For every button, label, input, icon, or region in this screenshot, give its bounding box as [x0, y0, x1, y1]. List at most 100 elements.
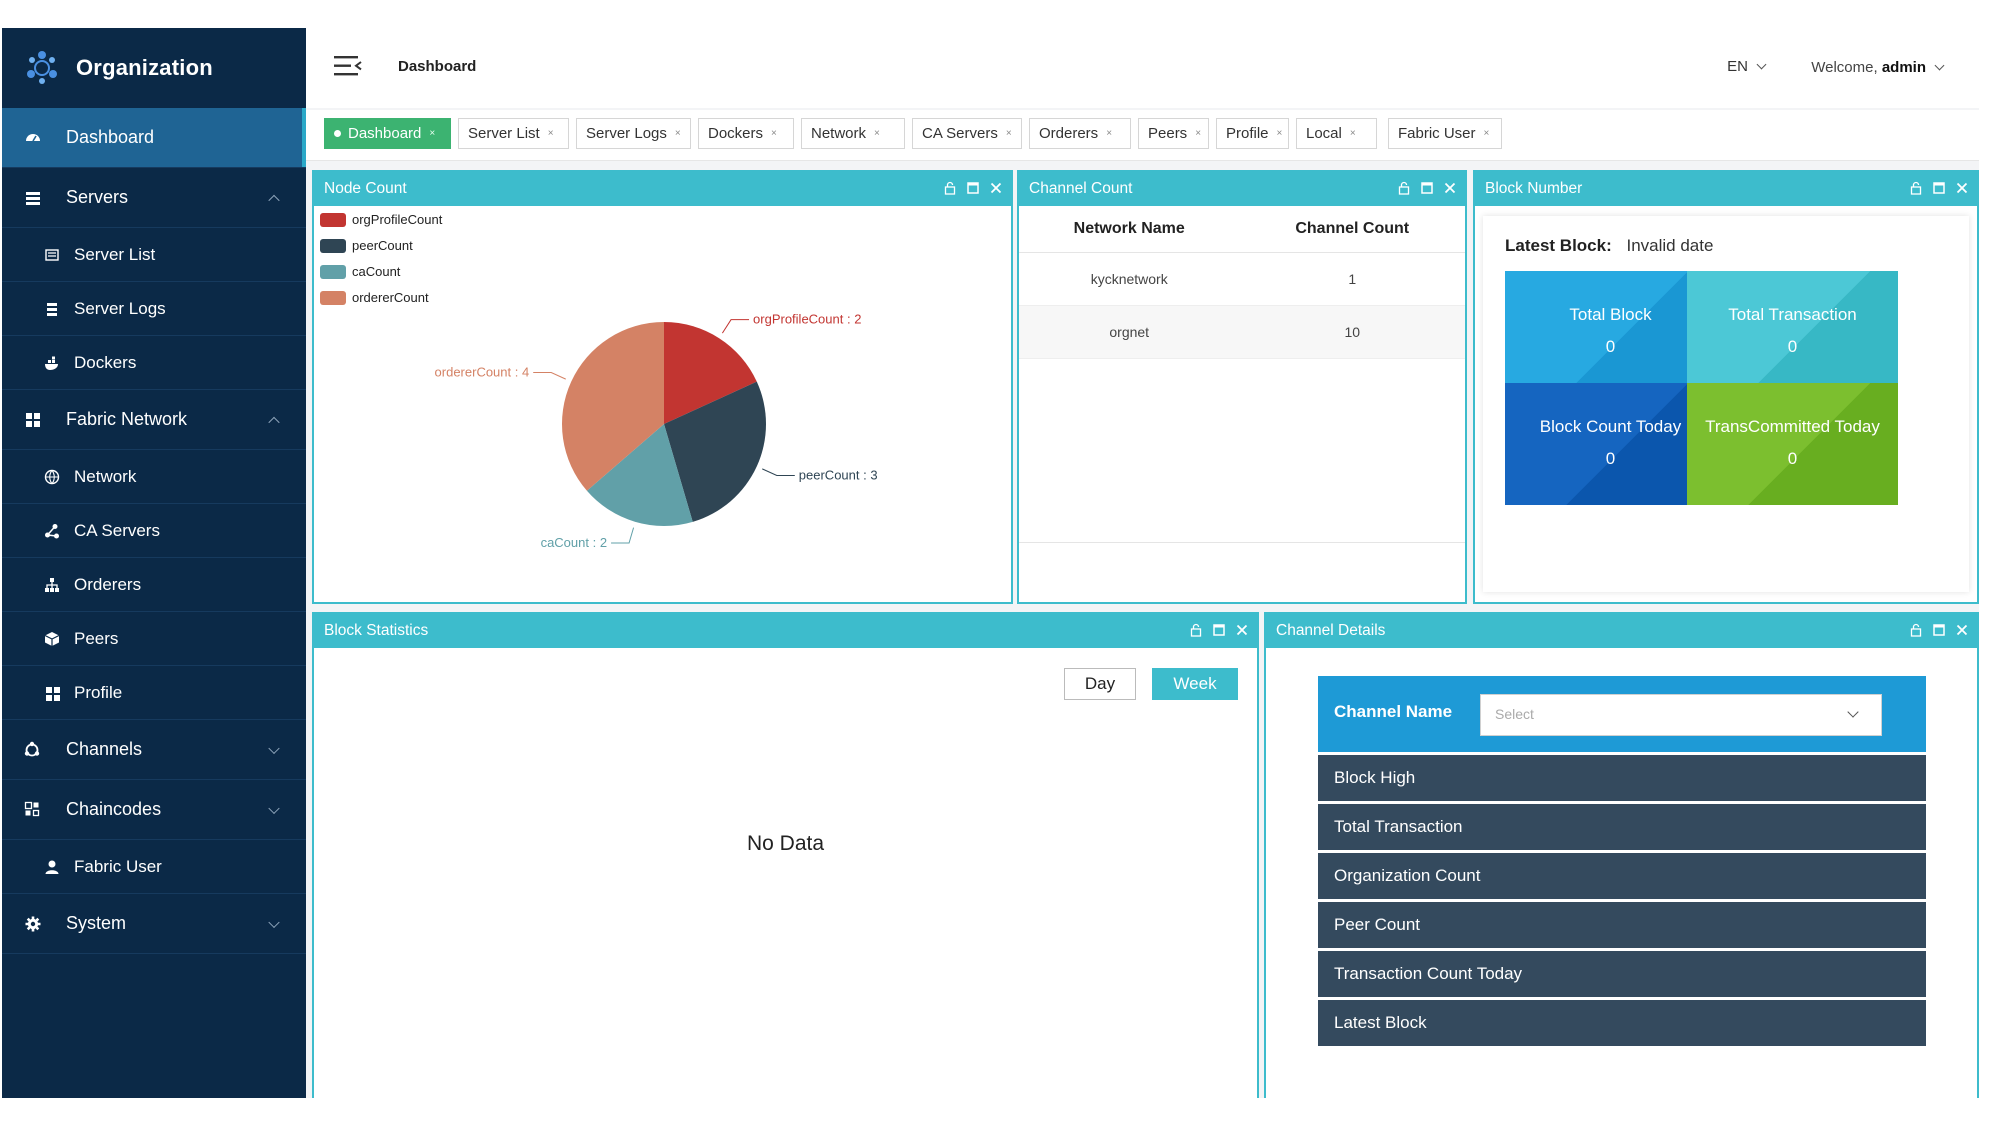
week-button[interactable]: Week [1152, 668, 1238, 700]
sidebar-item-fabric-user[interactable]: Fabric User [2, 840, 306, 894]
panel-tools [1189, 623, 1249, 637]
table-cell: 10 [1239, 305, 1465, 359]
close-icon[interactable]: × [771, 128, 777, 139]
close-icon[interactable]: × [547, 128, 554, 139]
tab-fabric-user[interactable]: Fabric User × [1388, 118, 1502, 149]
close-icon[interactable]: × [1195, 128, 1202, 139]
sidebar-item-server-list[interactable]: Server List [2, 228, 306, 282]
tab-dockers[interactable]: Dockers × [698, 118, 794, 149]
close-icon[interactable]: × [1005, 128, 1012, 139]
close-icon[interactable]: × [874, 128, 880, 139]
close-icon[interactable]: × [429, 128, 436, 139]
panel-tools [1909, 181, 1969, 195]
panel-header: Node Count [314, 172, 1011, 206]
pie-slice-ordererCount[interactable] [562, 322, 664, 491]
close-icon[interactable]: × [1349, 128, 1356, 139]
close-icon[interactable]: × [674, 128, 681, 139]
lock-icon[interactable] [1189, 623, 1203, 637]
close-icon[interactable] [1955, 623, 1969, 637]
sidebar-item-label: Server List [74, 244, 156, 264]
tab-label: Server List [468, 125, 540, 142]
lock-icon[interactable] [1909, 181, 1923, 195]
tab-network[interactable]: Network × [801, 118, 905, 149]
language-selector[interactable]: EN [1727, 58, 1767, 75]
sidebar-item-dashboard[interactable]: Dashboard [2, 108, 306, 168]
close-icon[interactable] [1955, 181, 1969, 195]
welcome-text: Welcome, [1811, 59, 1878, 76]
table-cell: orgnet [1019, 305, 1240, 359]
pie-label: orgProfileCount : 2 [753, 312, 861, 327]
latest-block-label: Latest Block: [1505, 236, 1612, 255]
pie-slice-caCount[interactable] [586, 424, 693, 526]
user-menu[interactable]: Welcome, admin [1811, 59, 1945, 76]
sidebar-item-system[interactable]: System [2, 894, 306, 954]
user-icon [45, 860, 59, 874]
sidebar-item-network[interactable]: Network [2, 450, 306, 504]
pie-slice-peerCount[interactable] [664, 381, 766, 522]
tab-server-logs[interactable]: Server Logs × [576, 118, 691, 149]
maximize-icon[interactable] [966, 181, 980, 195]
stat-card-label: TransCommitted Today [1705, 417, 1880, 436]
tab-label: Fabric User [1398, 125, 1476, 142]
panel-tools [1909, 623, 1969, 637]
chevron-down-icon [268, 802, 280, 814]
close-icon[interactable] [1235, 623, 1249, 637]
chevron-down-icon [268, 916, 280, 928]
tab-local[interactable]: Local × [1296, 118, 1377, 149]
tab-profile[interactable]: Profile × [1216, 118, 1289, 149]
brand[interactable]: Organization [2, 28, 306, 108]
close-icon[interactable]: × [1483, 128, 1490, 139]
stat-card-total-block: Total Block 0 [1505, 271, 1716, 393]
maximize-icon[interactable] [1420, 181, 1434, 195]
sidebar-item-servers[interactable]: Servers [2, 168, 306, 228]
table-row[interactable]: kycknetwork 1 [1019, 252, 1465, 306]
app-frame: Organization Dashboard Servers Server Li… [2, 28, 1979, 1098]
tab-orderers[interactable]: Orderers × [1029, 118, 1131, 149]
day-button[interactable]: Day [1064, 668, 1136, 700]
close-icon[interactable]: × [1276, 128, 1283, 139]
pie-label-line [611, 527, 635, 544]
maximize-icon[interactable] [1212, 623, 1226, 637]
lock-icon[interactable] [943, 181, 957, 195]
close-icon[interactable] [989, 181, 1003, 195]
sidebar-item-channels[interactable]: Channels [2, 720, 306, 780]
tab-peers[interactable]: Peers × [1138, 118, 1209, 149]
legend-item[interactable]: orgProfileCount [320, 212, 442, 227]
tab-label: Orderers [1039, 125, 1099, 142]
close-icon[interactable]: × [1106, 128, 1113, 139]
legend-item[interactable]: ordererCount [320, 290, 429, 305]
table-row[interactable]: orgnet 10 [1019, 305, 1465, 359]
username: admin [1881, 59, 1926, 76]
channel-select[interactable]: Select [1480, 694, 1882, 736]
close-icon[interactable] [1443, 181, 1457, 195]
sidebar-item-dockers[interactable]: Dockers [2, 336, 306, 390]
sidebar-item-label: CA Servers [74, 520, 160, 540]
legend-item[interactable]: peerCount [320, 238, 413, 253]
tab-server-list[interactable]: Server List × [458, 118, 569, 149]
sidebar-item-profile[interactable]: Profile [2, 666, 306, 720]
sidebar-item-server-logs[interactable]: Server Logs [2, 282, 306, 336]
block-number-panel: Block Number Latest Block: Invalid date … [1473, 170, 1979, 604]
lock-icon[interactable] [1397, 181, 1411, 195]
channel-detail-rows: Block High Total Transaction Organization … [1318, 755, 1926, 1049]
lock-icon[interactable] [1909, 623, 1923, 637]
sidebar-item-peers[interactable]: Peers [2, 612, 306, 666]
column-header: Network Name [1019, 206, 1240, 253]
sidebar-item-orderers[interactable]: Orderers [2, 558, 306, 612]
panel-tools [943, 181, 1003, 195]
share-icon [45, 523, 59, 538]
maximize-icon[interactable] [1932, 181, 1946, 195]
stat-card-value: 0 [1787, 337, 1798, 356]
no-data-message: No Data [746, 832, 825, 855]
menu-toggle-icon[interactable] [334, 54, 362, 78]
sidebar-item-ca-servers[interactable]: CA Servers [2, 504, 306, 558]
legend-item[interactable]: caCount [320, 264, 400, 279]
tab-ca-servers[interactable]: CA Servers × [912, 118, 1022, 149]
maximize-icon[interactable] [1932, 623, 1946, 637]
sidebar-item-fabric-network[interactable]: Fabric Network [2, 390, 306, 450]
table-cell: 1 [1239, 252, 1465, 306]
tab-dashboard[interactable]: Dashboard × [324, 118, 451, 149]
legend-swatch [320, 290, 346, 305]
sidebar-item-chaincodes[interactable]: Chaincodes [2, 780, 306, 840]
pie-slice-orgProfileCount[interactable] [664, 322, 757, 424]
